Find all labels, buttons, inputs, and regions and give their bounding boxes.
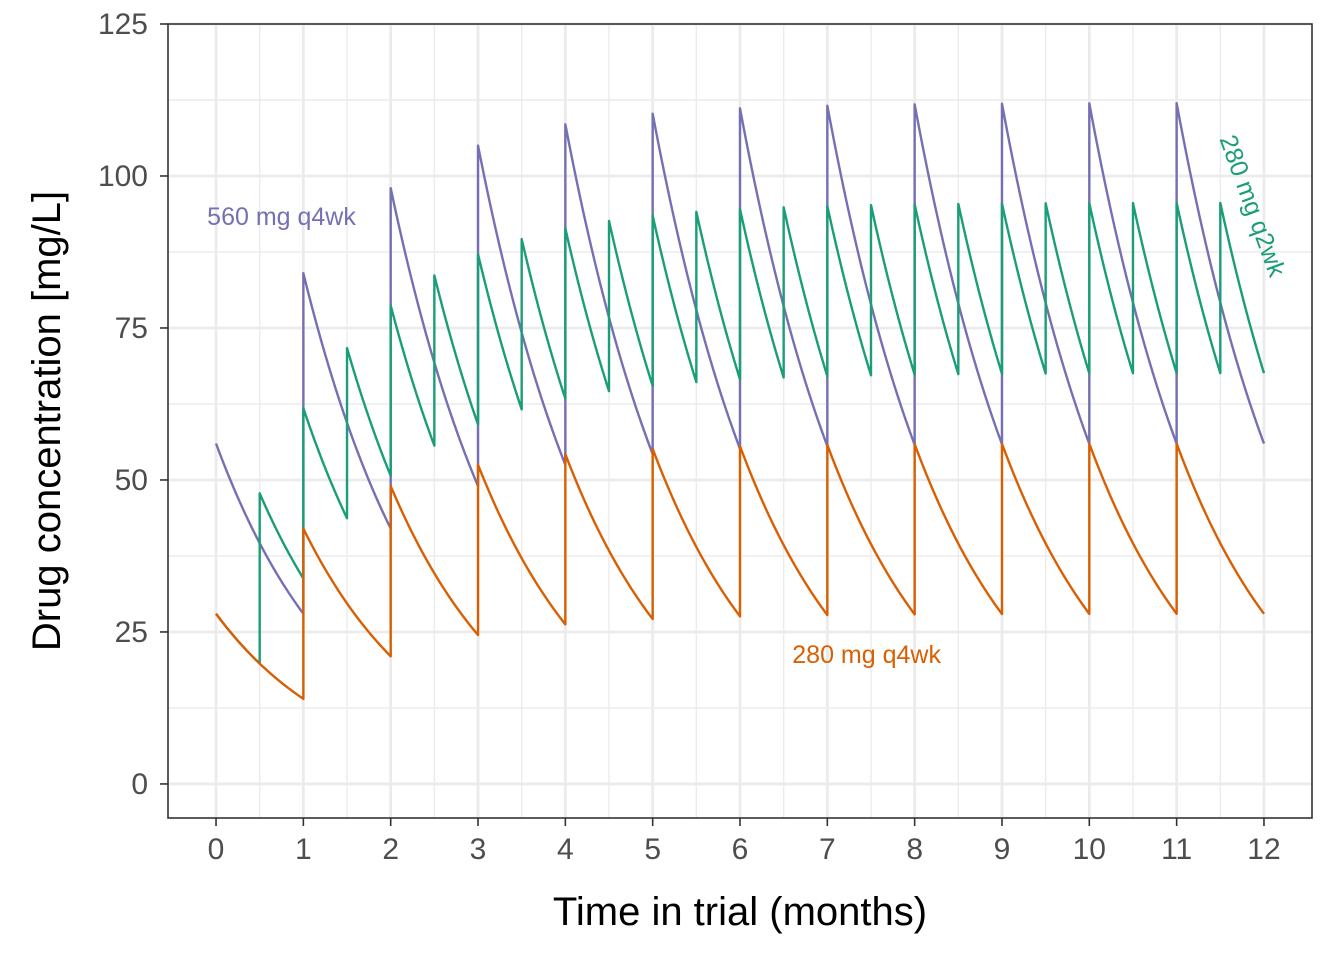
series-layer [214, 102, 1266, 701]
series-line-2 [215, 201, 1266, 665]
x-tick-label: 3 [470, 833, 487, 866]
y-tick-label: 100 [98, 160, 148, 193]
x-tick-label: 4 [557, 833, 574, 866]
x-tick-label: 0 [208, 833, 225, 866]
y-tick-label: 25 [115, 616, 148, 649]
y-tick-label: 125 [98, 8, 148, 41]
x-tick-label: 9 [994, 833, 1011, 866]
series-label-3: 280 mg q4wk [792, 641, 941, 669]
y-tick-label: 0 [131, 768, 148, 801]
x-tick-label: 10 [1073, 833, 1106, 866]
x-tick-label: 2 [382, 833, 399, 866]
x-tick-label: 5 [644, 833, 661, 866]
x-tick-label: 1 [295, 833, 312, 866]
series-line-3 [215, 442, 1265, 701]
x-tick-label: 12 [1247, 833, 1280, 866]
x-tick-label: 11 [1161, 833, 1192, 866]
x-tick-label: 8 [906, 833, 923, 866]
y-axis-title: Drug concentration [mg/L] [25, 191, 69, 651]
x-tick-label: 6 [732, 833, 749, 866]
x-tick-label: 7 [819, 833, 836, 866]
x-axis-title: Time in trial (months) [553, 890, 927, 934]
series-label-1: 560 mg q4wk [207, 203, 356, 231]
y-tick-label: 50 [115, 464, 148, 497]
y-tick-label: 75 [115, 312, 148, 345]
